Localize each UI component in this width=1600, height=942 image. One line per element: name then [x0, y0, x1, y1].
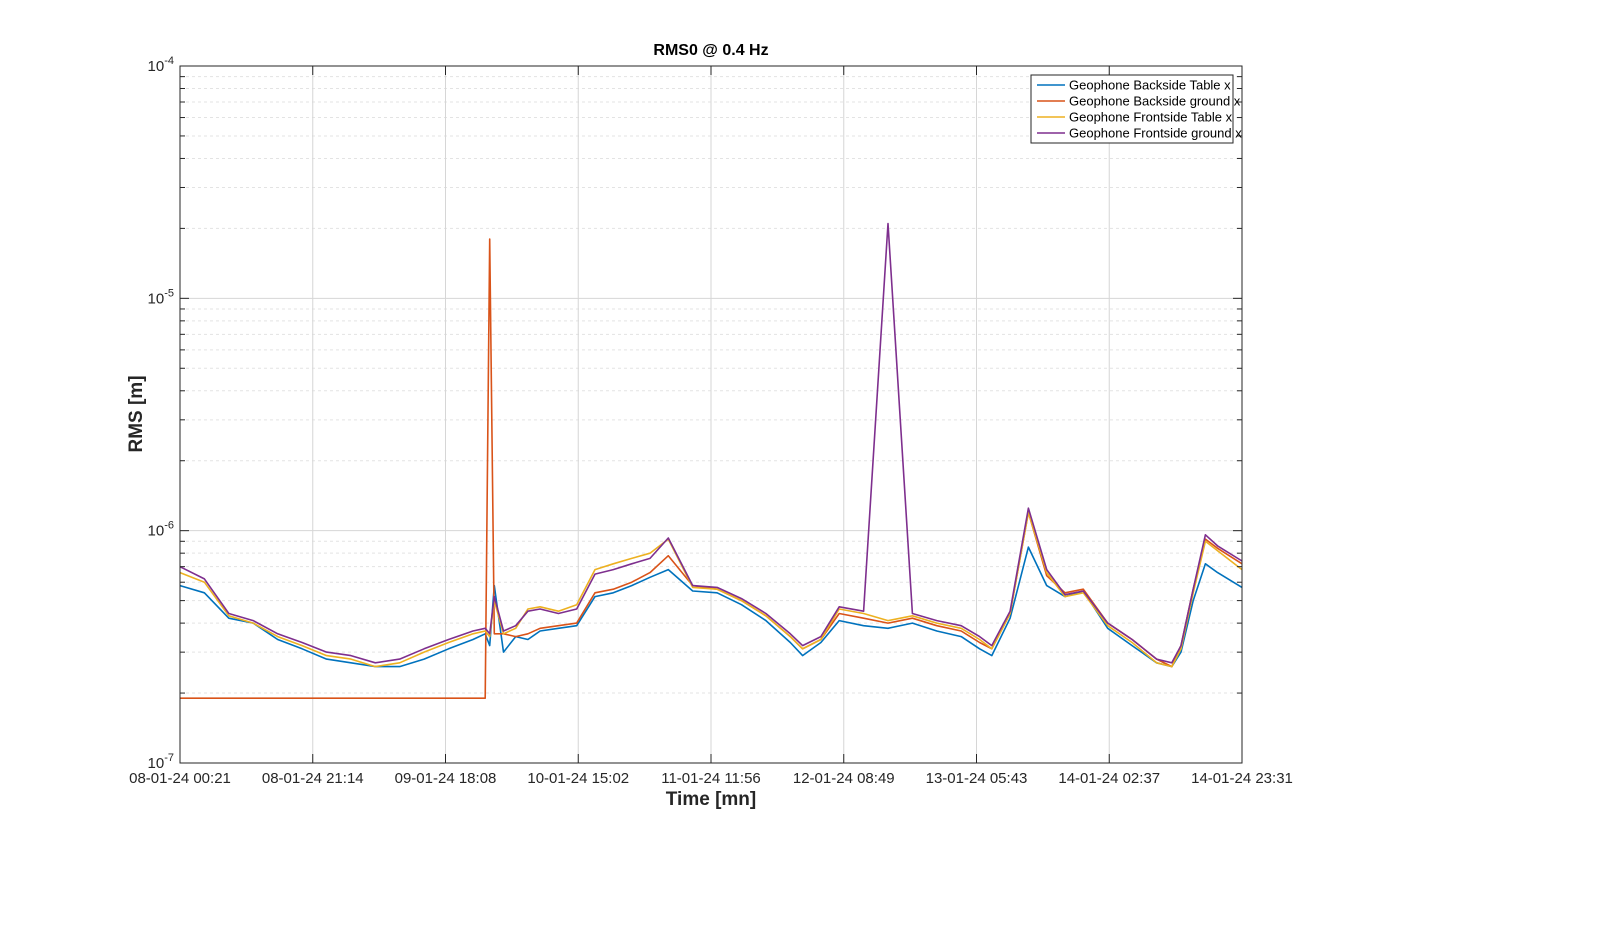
- legend-label: Geophone Backside ground x: [1069, 94, 1241, 109]
- x-tick-label: 14-01-24 02:37: [1058, 770, 1160, 787]
- x-tick-label: 08-01-24 21:14: [262, 770, 364, 787]
- x-tick-label: 11-01-24 11:56: [661, 770, 761, 787]
- x-tick-label: 14-01-24 23:31: [1191, 770, 1293, 787]
- x-tick-labels: 08-01-24 00:21 08-01-24 21:14 09-01-24 18:…: [129, 770, 1293, 787]
- x-tick-label: 09-01-24 18:08: [395, 770, 497, 787]
- x-axis-label: Time [mn]: [666, 789, 756, 810]
- x-tick-label: 08-01-24 00:21: [129, 770, 231, 787]
- x-tick-label: 12-01-24 08:49: [793, 770, 895, 787]
- y-axis-label: RMS [m]: [126, 375, 147, 452]
- x-tick-label: 13-01-24 05:43: [926, 770, 1028, 787]
- x-tick-label: 10-01-24 15:02: [527, 770, 629, 787]
- legend-label: Geophone Backside Table x: [1069, 78, 1231, 93]
- legend-label: Geophone Frontside Table x: [1069, 110, 1233, 125]
- legend-label: Geophone Frontside ground x: [1069, 126, 1242, 141]
- chart-title: RMS0 @ 0.4 Hz: [653, 42, 768, 59]
